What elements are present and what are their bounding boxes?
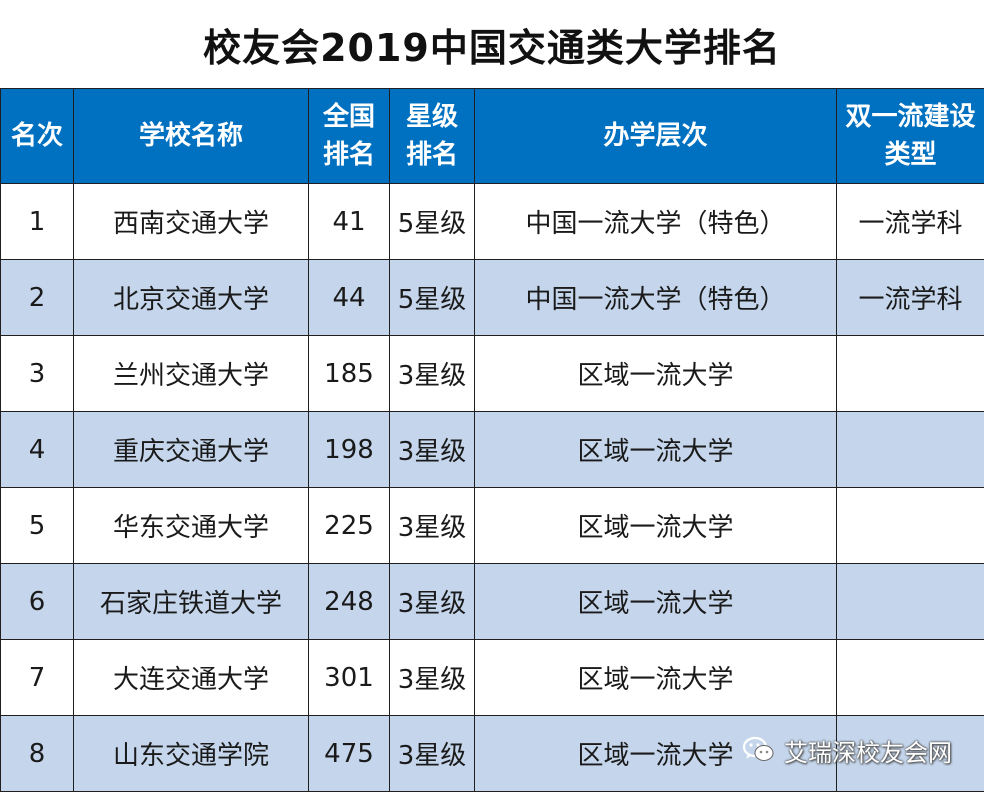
cell-star: 3星级 (389, 715, 475, 792)
cell-school: 山东交通学院 (73, 715, 309, 792)
cell-star: 5星级 (389, 259, 475, 336)
watermark: 艾瑞深校友会网 (742, 732, 952, 768)
cell-rank: 7 (0, 639, 74, 716)
cell-national-rank: 185 (308, 335, 390, 412)
cell-star: 3星级 (389, 411, 475, 488)
cell-school: 石家庄铁道大学 (73, 563, 309, 640)
cell-level: 区域一流大学 (474, 487, 837, 564)
table-header-row: 名次 学校名称 全国 排名 星级 排名 办学层次 双一流建设 类型 (0, 88, 984, 184)
table-row: 8 山东交通学院 475 3星级 区域一流大学 (0, 715, 984, 792)
table-row: 3 兰州交通大学 185 3星级 区域一流大学 (0, 335, 984, 412)
cell-national-rank: 198 (308, 411, 390, 488)
cell-star: 5星级 (389, 183, 475, 260)
cell-school: 西南交通大学 (73, 183, 309, 260)
cell-level: 区域一流大学 (474, 715, 837, 792)
cell-national-rank: 41 (308, 183, 390, 260)
cell-level: 区域一流大学 (474, 639, 837, 716)
cell-double-first-class (836, 411, 984, 488)
page-title: 校友会2019中国交通类大学排名 (203, 25, 781, 70)
table-row: 2 北京交通大学 44 5星级 中国一流大学（特色） 一流学科 (0, 259, 984, 336)
cell-rank: 3 (0, 335, 74, 412)
cell-star: 3星级 (389, 639, 475, 716)
header-school: 学校名称 (73, 88, 309, 184)
watermark-text: 艾瑞深校友会网 (784, 738, 952, 767)
cell-double-first-class (836, 639, 984, 716)
cell-rank: 5 (0, 487, 74, 564)
cell-double-first-class: 一流学科 (836, 259, 984, 336)
cell-double-first-class (836, 335, 984, 412)
cell-national-rank: 225 (308, 487, 390, 564)
cell-rank: 6 (0, 563, 74, 640)
table-row: 7 大连交通大学 301 3星级 区域一流大学 (0, 639, 984, 716)
header-national-rank: 全国 排名 (308, 88, 390, 184)
ranking-table: 名次 学校名称 全国 排名 星级 排名 办学层次 双一流建设 类型 1 西南交通大学 … (0, 88, 984, 792)
cell-school: 华东交通大学 (73, 487, 309, 564)
header-double-first-class: 双一流建设 类型 (836, 88, 984, 184)
cell-star: 3星级 (389, 487, 475, 564)
cell-rank: 1 (0, 183, 74, 260)
cell-school: 大连交通大学 (73, 639, 309, 716)
cell-national-rank: 44 (308, 259, 390, 336)
cell-star: 3星级 (389, 335, 475, 412)
wechat-icon (742, 735, 776, 765)
cell-level: 区域一流大学 (474, 335, 837, 412)
cell-national-rank: 301 (308, 639, 390, 716)
cell-level: 中国一流大学（特色） (474, 259, 837, 336)
cell-double-first-class (836, 487, 984, 564)
header-star: 星级 排名 (389, 88, 475, 184)
cell-national-rank: 475 (308, 715, 390, 792)
cell-level: 区域一流大学 (474, 411, 837, 488)
cell-rank: 4 (0, 411, 74, 488)
cell-school: 兰州交通大学 (73, 335, 309, 412)
cell-national-rank: 248 (308, 563, 390, 640)
cell-double-first-class: 一流学科 (836, 183, 984, 260)
cell-school: 重庆交通大学 (73, 411, 309, 488)
cell-double-first-class (836, 715, 984, 792)
table-row: 5 华东交通大学 225 3星级 区域一流大学 (0, 487, 984, 564)
cell-star: 3星级 (389, 563, 475, 640)
cell-rank: 2 (0, 259, 74, 336)
header-level: 办学层次 (474, 88, 837, 184)
cell-double-first-class (836, 563, 984, 640)
header-rank: 名次 (0, 88, 74, 184)
cell-level: 区域一流大学 (474, 563, 837, 640)
cell-school: 北京交通大学 (73, 259, 309, 336)
table-row: 6 石家庄铁道大学 248 3星级 区域一流大学 (0, 563, 984, 640)
table-row: 4 重庆交通大学 198 3星级 区域一流大学 (0, 411, 984, 488)
cell-rank: 8 (0, 715, 74, 792)
table-row: 1 西南交通大学 41 5星级 中国一流大学（特色） 一流学科 (0, 183, 984, 260)
cell-level: 中国一流大学（特色） (474, 183, 837, 260)
